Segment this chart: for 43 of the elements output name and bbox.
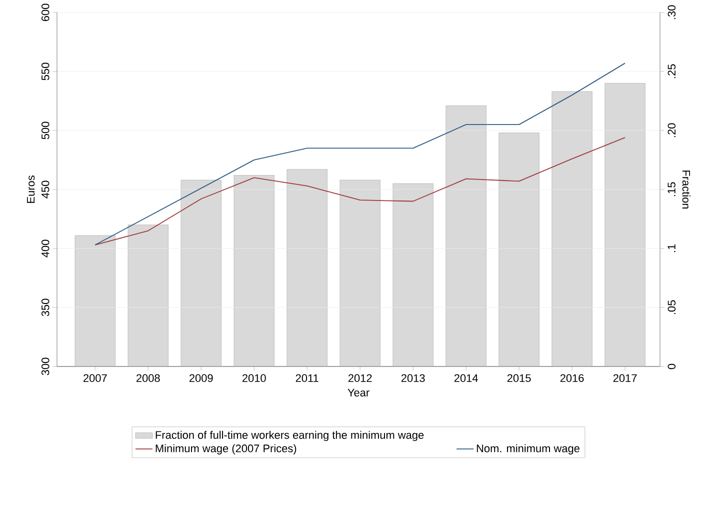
x-tick-label: 2014 xyxy=(454,374,478,382)
bar xyxy=(286,168,328,366)
y-tick-label: 500 xyxy=(41,122,50,139)
x-tick-label: 2013 xyxy=(401,374,425,382)
x-tick-label: 2011 xyxy=(296,374,318,382)
bar xyxy=(234,174,274,366)
bar xyxy=(604,82,646,366)
y-tick-label: 350 xyxy=(41,298,50,316)
x-tick-label: 2008 xyxy=(136,374,160,382)
x-tick-label: 2015 xyxy=(507,374,531,382)
y-tick-label: 400 xyxy=(41,240,50,258)
x-axis-title: Year xyxy=(348,388,370,396)
line-series xyxy=(94,136,626,246)
y-tick-label: 600 xyxy=(41,4,50,21)
bar xyxy=(446,105,486,366)
y2-tick-label: .20 xyxy=(668,123,676,137)
bar xyxy=(552,91,592,366)
y2-tick-label: .30 xyxy=(668,5,676,19)
y-tick-label: 550 xyxy=(41,62,50,80)
legend-label: Fraction of full-time workers earning the minimum wage xyxy=(156,430,424,441)
legend-label: Minimum wage (2007 Prices) xyxy=(156,444,296,454)
x-tick-label: 2009 xyxy=(189,374,213,382)
bar xyxy=(180,180,222,366)
x-tick-label: 2010 xyxy=(242,374,266,382)
bar xyxy=(74,235,116,366)
bar xyxy=(340,180,380,366)
x-tick-label: 2017 xyxy=(613,374,637,382)
bar xyxy=(498,132,540,366)
y-tick-label: 450 xyxy=(41,180,50,198)
y-tick-label: 300 xyxy=(41,358,50,375)
bar xyxy=(128,224,168,366)
y2-tick-label: .15 xyxy=(668,182,676,196)
y2-axis-title: Fraction xyxy=(682,170,690,208)
x-tick-label: 2007 xyxy=(84,374,107,382)
y2-tick-label: 0 xyxy=(668,364,676,369)
y2-tick-label: .05 xyxy=(668,300,676,314)
y-axis-title: Euros xyxy=(26,175,35,203)
legend-label: Nom. minimum wage xyxy=(476,444,580,454)
bar xyxy=(392,183,434,366)
x-tick-label: 2016 xyxy=(560,374,584,382)
y2-tick-label: .1 xyxy=(668,244,676,252)
x-tick-label: 2012 xyxy=(348,374,372,382)
y2-tick-label: .25 xyxy=(668,64,676,78)
